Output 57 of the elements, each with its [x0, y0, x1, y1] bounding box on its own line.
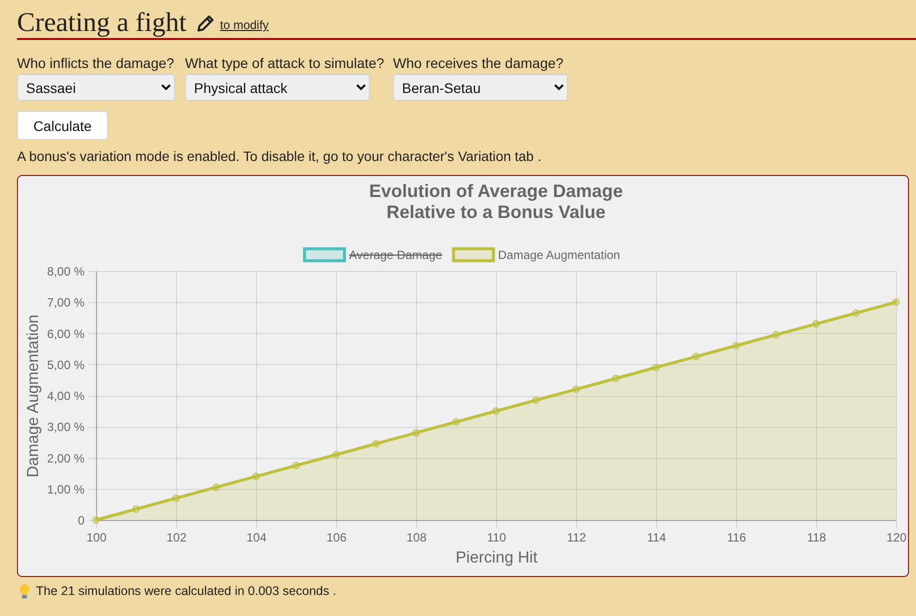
x-tick-label: 108	[406, 530, 427, 544]
text: Who receives the damage?	[393, 55, 564, 71]
point	[212, 484, 220, 491]
point	[372, 440, 380, 448]
x-tick-label: 114	[646, 530, 666, 544]
x-tick-label: 112	[566, 530, 586, 544]
point	[772, 331, 780, 338]
point	[612, 374, 620, 382]
point	[172, 494, 180, 502]
x-tick-label: 120	[886, 530, 907, 544]
y-tick-label: 4,00 %	[47, 389, 85, 403]
x-tick-label: 104	[246, 530, 267, 544]
chart-title: Evolution of Average Damage Relative to a Bonus Value	[369, 181, 623, 222]
x-tick-label: 116	[726, 530, 746, 544]
point	[132, 505, 140, 513]
text: What type of attack to simulate?	[185, 55, 384, 71]
point	[532, 396, 540, 404]
x-tick-label: 110	[486, 530, 506, 544]
y-tick-label: 5,00 %	[47, 358, 85, 372]
point	[492, 407, 500, 415]
x-axis-title: Piercing Hit	[456, 550, 538, 566]
text: A bonus's variation mode is enabled. To disable it, go to your character's Variation tab .	[17, 149, 542, 164]
point	[892, 298, 900, 306]
point	[812, 320, 820, 328]
x-tick-label: 106	[326, 530, 347, 544]
point	[692, 352, 700, 360]
dropdown: Beran-Setau	[393, 74, 568, 101]
y-axis-title: Damage Augmentation	[25, 314, 42, 478]
x-tick-label: 100	[86, 530, 107, 544]
legend-label: Damage Augmentation	[498, 248, 620, 262]
point	[452, 418, 460, 426]
point	[652, 364, 660, 372]
dropdown: Sassaei	[17, 74, 175, 101]
point	[412, 429, 420, 437]
text: The 21 simulations were calculated in 0.003 seconds .	[36, 584, 336, 598]
y-tick-label: 7,00 %	[47, 296, 85, 310]
dropdown: Physical attack	[185, 74, 370, 101]
y-tick-label: 0	[78, 514, 85, 528]
y-tick-label: 1,00 %	[47, 482, 85, 496]
x-tick-label: 102	[166, 530, 187, 544]
text: Who inflicts the damage?	[17, 55, 174, 71]
button: Calculate	[17, 111, 108, 140]
point	[292, 462, 300, 470]
x-tick-label: 118	[806, 530, 826, 544]
y-tick-label: 3,00 %	[47, 420, 85, 434]
y-tick-label: 2,00 %	[47, 451, 85, 466]
point	[572, 386, 580, 393]
y-tick-label: 8,00 %	[47, 264, 85, 278]
point	[92, 516, 100, 524]
y-tick-label: 6,00 %	[47, 326, 85, 341]
point	[732, 342, 740, 350]
text: to modify	[220, 18, 269, 32]
point	[332, 450, 340, 458]
legend-label: Average Damage	[349, 248, 442, 262]
point	[852, 309, 860, 317]
text: Creating a fight	[17, 7, 186, 38]
point	[252, 472, 260, 480]
